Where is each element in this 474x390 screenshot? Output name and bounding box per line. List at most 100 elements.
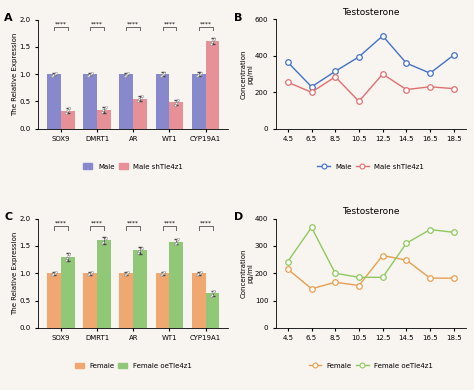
Bar (170, 241, 183, 328)
Point (193, 73, 201, 79)
Point (157, 73, 164, 79)
Bar (83, 74, 97, 129)
Point (138, 245, 146, 251)
Text: ****: **** (200, 21, 212, 26)
Point (210, 289, 217, 296)
Bar (206, 41, 219, 129)
Text: ****: **** (127, 220, 139, 225)
Point (160, 269, 167, 276)
Point (88, 70, 96, 76)
Point (173, 238, 181, 244)
Bar (192, 74, 206, 129)
Point (86, 271, 93, 277)
Bar (133, 99, 147, 129)
Point (136, 96, 143, 102)
Bar (97, 110, 111, 129)
Text: B: B (234, 13, 243, 23)
Point (100, 238, 107, 245)
Point (210, 37, 217, 43)
Bar (119, 74, 133, 129)
Point (121, 272, 128, 278)
Text: A: A (4, 13, 13, 23)
Text: ****: **** (55, 220, 67, 225)
Bar (156, 273, 170, 328)
Text: C: C (4, 212, 12, 222)
Point (208, 39, 216, 45)
Bar (119, 273, 133, 328)
Point (160, 71, 167, 77)
Point (52, 70, 60, 76)
Point (98, 240, 106, 246)
Text: ****: **** (55, 21, 67, 26)
Point (51, 71, 58, 77)
Legend: Male, Male shTle4z1: Male, Male shTle4z1 (316, 162, 426, 171)
Point (174, 236, 182, 242)
Point (63, 255, 71, 261)
Bar (83, 273, 97, 328)
Point (196, 269, 203, 276)
Bar (61, 257, 74, 328)
Bar (192, 273, 206, 328)
Point (157, 272, 164, 278)
Y-axis label: The Relative Expression: The Relative Expression (12, 232, 18, 315)
Legend: Female, Female oeTle4z1: Female, Female oeTle4z1 (73, 361, 193, 370)
Point (196, 71, 203, 77)
Point (84, 73, 92, 79)
Point (87, 269, 95, 276)
Point (66, 251, 73, 257)
Text: ****: **** (91, 220, 103, 225)
Y-axis label: The Relative Expression: The Relative Expression (12, 32, 18, 116)
Point (197, 269, 204, 275)
Point (136, 248, 143, 255)
Bar (156, 74, 170, 129)
Y-axis label: Concentration
pg/ml: Concentration pg/ml (240, 49, 254, 99)
Title: Testosterone: Testosterone (342, 8, 400, 17)
Point (84, 272, 92, 278)
Point (123, 71, 131, 77)
Point (208, 291, 216, 298)
Point (171, 101, 178, 108)
Text: D: D (234, 212, 244, 222)
Point (135, 98, 142, 104)
Point (137, 94, 145, 101)
Text: ****: **** (91, 21, 103, 26)
Point (207, 293, 215, 299)
Point (172, 239, 180, 246)
Point (86, 71, 93, 78)
Point (66, 105, 73, 112)
Point (102, 104, 109, 110)
Point (210, 287, 218, 294)
Point (138, 93, 146, 99)
Point (64, 106, 72, 113)
Point (52, 269, 60, 275)
Point (87, 71, 95, 77)
Point (194, 271, 202, 277)
Point (194, 71, 202, 78)
Bar (206, 293, 219, 328)
Point (161, 70, 168, 76)
Point (102, 235, 109, 241)
Bar (97, 241, 111, 328)
Legend: Male, Male shTle4z1: Male, Male shTle4z1 (82, 162, 184, 171)
Point (173, 98, 181, 105)
Point (62, 110, 70, 116)
Point (158, 271, 166, 277)
Point (122, 71, 129, 78)
Point (48, 73, 56, 79)
Point (64, 253, 72, 259)
Point (172, 100, 180, 106)
Point (121, 73, 128, 79)
Bar (133, 250, 147, 328)
Point (171, 241, 178, 247)
Bar (47, 74, 61, 129)
Point (51, 269, 58, 276)
Point (101, 236, 109, 243)
Text: ****: **** (164, 220, 175, 225)
Text: ****: **** (127, 21, 139, 26)
Point (124, 269, 132, 275)
Point (49, 271, 57, 277)
Text: ****: **** (200, 220, 212, 225)
Point (158, 71, 166, 78)
Title: Testosterone: Testosterone (342, 207, 400, 216)
Y-axis label: Concentration
pg/ml: Concentration pg/ml (240, 248, 254, 298)
